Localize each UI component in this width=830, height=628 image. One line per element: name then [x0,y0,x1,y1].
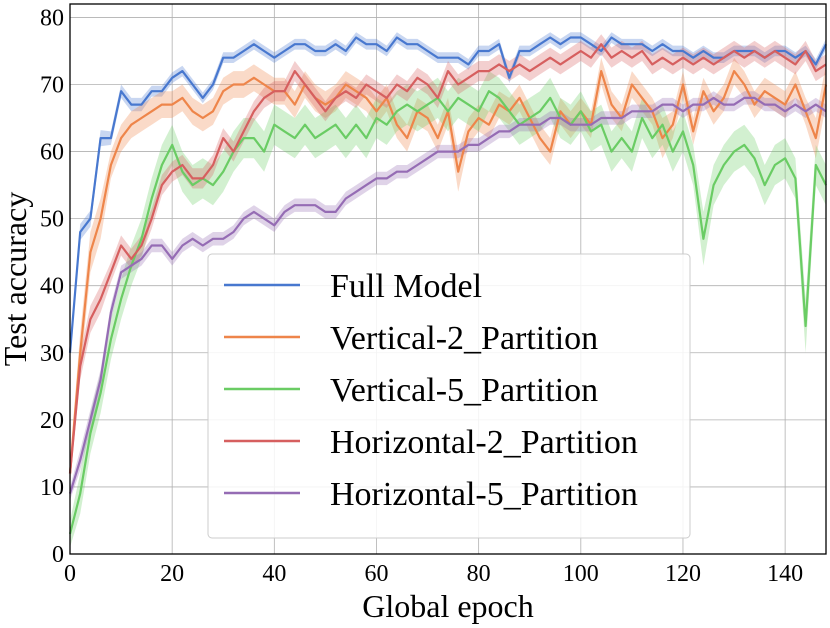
series-line-3 [68,90,827,535]
x-tick-label: 100 [563,561,599,587]
x-axis-label: Global epoch [362,588,534,624]
x-tick-label: 0 [64,561,76,587]
legend-label: Horizontal-2_Partition [330,424,638,461]
series-line-5 [68,96,827,494]
y-tick-label: 40 [40,274,64,300]
y-tick-label: 70 [40,72,64,98]
legend-item: Horizontal-5_Partition [224,476,638,513]
y-tick-label: 20 [40,408,64,434]
tick-labels: 0 20 40 60 80 100 120 140 0 10 20 30 40 50 60 70 80 [40,5,803,587]
x-tick-label: 140 [767,561,803,587]
legend-item: Horizontal-2_Partition [224,424,638,461]
y-tick-label: 10 [40,475,64,501]
legend-label: Vertical-5_Partition [330,372,598,409]
x-tick-label: 40 [262,561,286,587]
legend-item: Vertical-5_Partition [224,372,598,409]
y-tick-label: 30 [40,341,64,367]
series-line-1 [68,36,827,353]
legend-label: Vertical-2_Partition [330,320,598,357]
legend-item: Vertical-2_Partition [224,320,598,357]
error-bands [70,32,826,548]
series-lines [68,36,828,535]
y-tick-label: 0 [52,542,64,568]
series-line-4 [68,43,827,474]
legend: Full Model Vertical-2_Partition Vertical-5… [207,253,691,539]
plot-frame [69,3,827,555]
error-band-2 [70,57,826,487]
x-tick-label: 60 [364,561,388,587]
x-tick-label: 120 [665,561,701,587]
x-tick-label: 20 [160,561,184,587]
y-axis-label: Test accuracy [0,192,33,367]
x-tick-label: 80 [467,561,491,587]
legend-box [207,253,691,539]
legend-item: Full Model [224,268,482,305]
legend-label: Full Model [330,268,482,305]
y-tick-label: 80 [40,5,64,31]
y-tick-label: 50 [40,207,64,233]
legend-label: Horizontal-5_Partition [330,476,638,513]
y-tick-label: 60 [40,140,64,166]
